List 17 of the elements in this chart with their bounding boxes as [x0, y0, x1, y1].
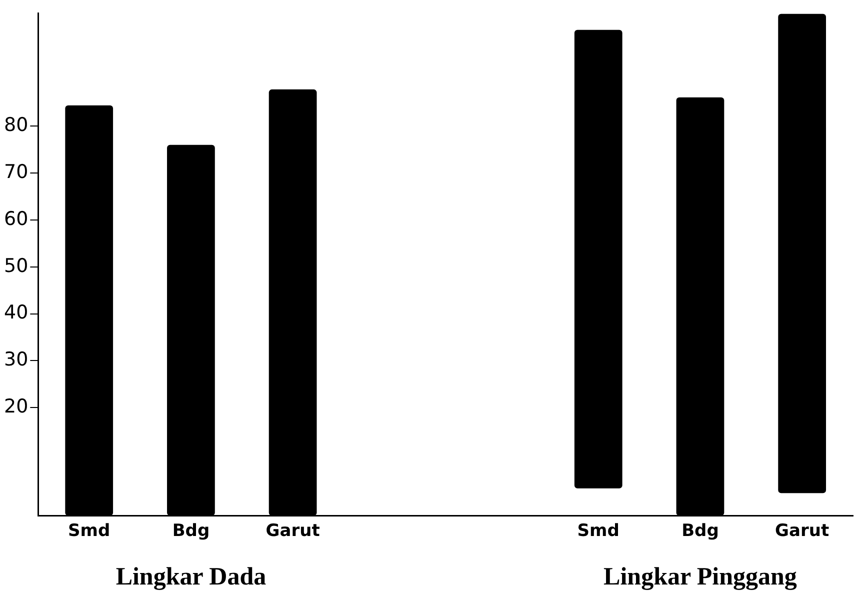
y-tick-label: 40: [4, 302, 28, 324]
x-tick-label: Smd: [577, 521, 620, 542]
y-tick-label: 20: [4, 396, 28, 418]
x-tick-label: Garut: [266, 521, 320, 542]
y-tick-label: 60: [4, 208, 28, 230]
text: Lingkar Pinggang: [604, 563, 798, 590]
text: Lingkar Dada: [116, 563, 267, 590]
y-tick-label: 70: [4, 160, 28, 183]
bar: [778, 14, 826, 494]
y-tick-label: 30: [4, 348, 28, 371]
x-tick-label: Bdg: [682, 521, 719, 542]
x-tick-label: Bdg: [172, 521, 210, 542]
x-tick-label: Garut: [775, 521, 830, 542]
y-tick-label: 80: [4, 114, 28, 136]
bar: [574, 30, 622, 488]
y-tick-label: 50: [4, 254, 28, 277]
x-tick-label: Smd: [68, 521, 110, 542]
